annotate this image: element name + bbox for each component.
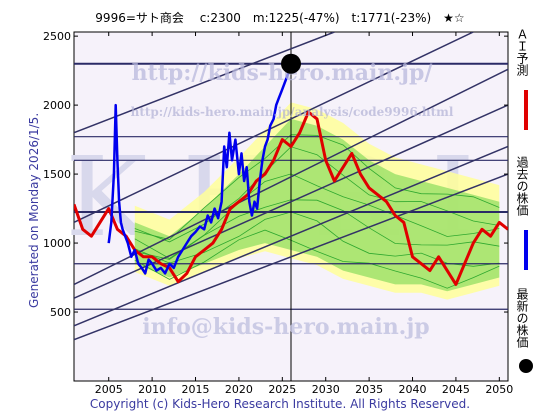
- watermark-email: info@kids-hero.main.jp: [142, 314, 429, 340]
- y-tick-label: 1000: [43, 237, 71, 250]
- legend: [519, 90, 533, 373]
- chart-header: 9996=サト商会 c:2300 m:1225(-47%) t:1771(-23…: [95, 11, 465, 25]
- channel-lines: [74, 32, 508, 341]
- latest-price-dot: [281, 53, 301, 74]
- legend-label-latest: 最新の株価: [515, 288, 529, 348]
- x-tick-label: 2030: [312, 383, 340, 396]
- legend-swatch-latest: [519, 359, 533, 373]
- band-trajectory: [134, 199, 500, 260]
- x-tick-label: 2050: [485, 383, 513, 396]
- y-tick-label: 1500: [43, 168, 71, 181]
- channel-line: [74, 32, 335, 134]
- channel-line: [74, 68, 508, 286]
- watermark-mid-url: http://kids-hero.main.jp/analysis/code99…: [131, 105, 454, 119]
- x-tick-label: 2005: [95, 383, 123, 396]
- x-tick-label: 2015: [182, 383, 210, 396]
- series-layer: [74, 63, 508, 286]
- past-price-line: [107, 63, 293, 275]
- channel-line: [74, 173, 508, 341]
- ai-prediction-line: [74, 110, 508, 286]
- x-tick-label: 2035: [355, 383, 383, 396]
- legend-label-prediction: ＡＩ予測: [515, 28, 529, 76]
- copyright-footer: Copyright (c) Kids-Hero Research Institu…: [89, 397, 471, 411]
- x-tick-label: 2025: [268, 383, 296, 396]
- legend-label-past: 過去の株価: [515, 156, 529, 216]
- channel-line: [74, 32, 474, 224]
- latest-price-marker: [281, 53, 301, 74]
- axes: 2005 2010 2015 2020 2025 2030 2035 2040 2045 2050…: [43, 30, 513, 396]
- x-tick-label: 2020: [225, 383, 253, 396]
- band-trajectory: [134, 173, 500, 259]
- watermark-text-layer: http://kids-hero.main.jp/ http://kids-he…: [131, 60, 454, 340]
- x-tick-label: 2010: [138, 383, 166, 396]
- y-tick-label: 2000: [43, 99, 71, 112]
- band-trajectory: [134, 229, 500, 289]
- band-trajectory: [134, 134, 500, 240]
- x-tick-label: 2045: [442, 383, 470, 396]
- generated-date: Generated on Monday 2026/1/5.: [27, 112, 41, 308]
- y-tick-label: 2500: [43, 30, 71, 43]
- channel-line: [74, 145, 508, 327]
- y-tick-label: 500: [50, 306, 71, 319]
- x-tick-label: 2040: [399, 383, 427, 396]
